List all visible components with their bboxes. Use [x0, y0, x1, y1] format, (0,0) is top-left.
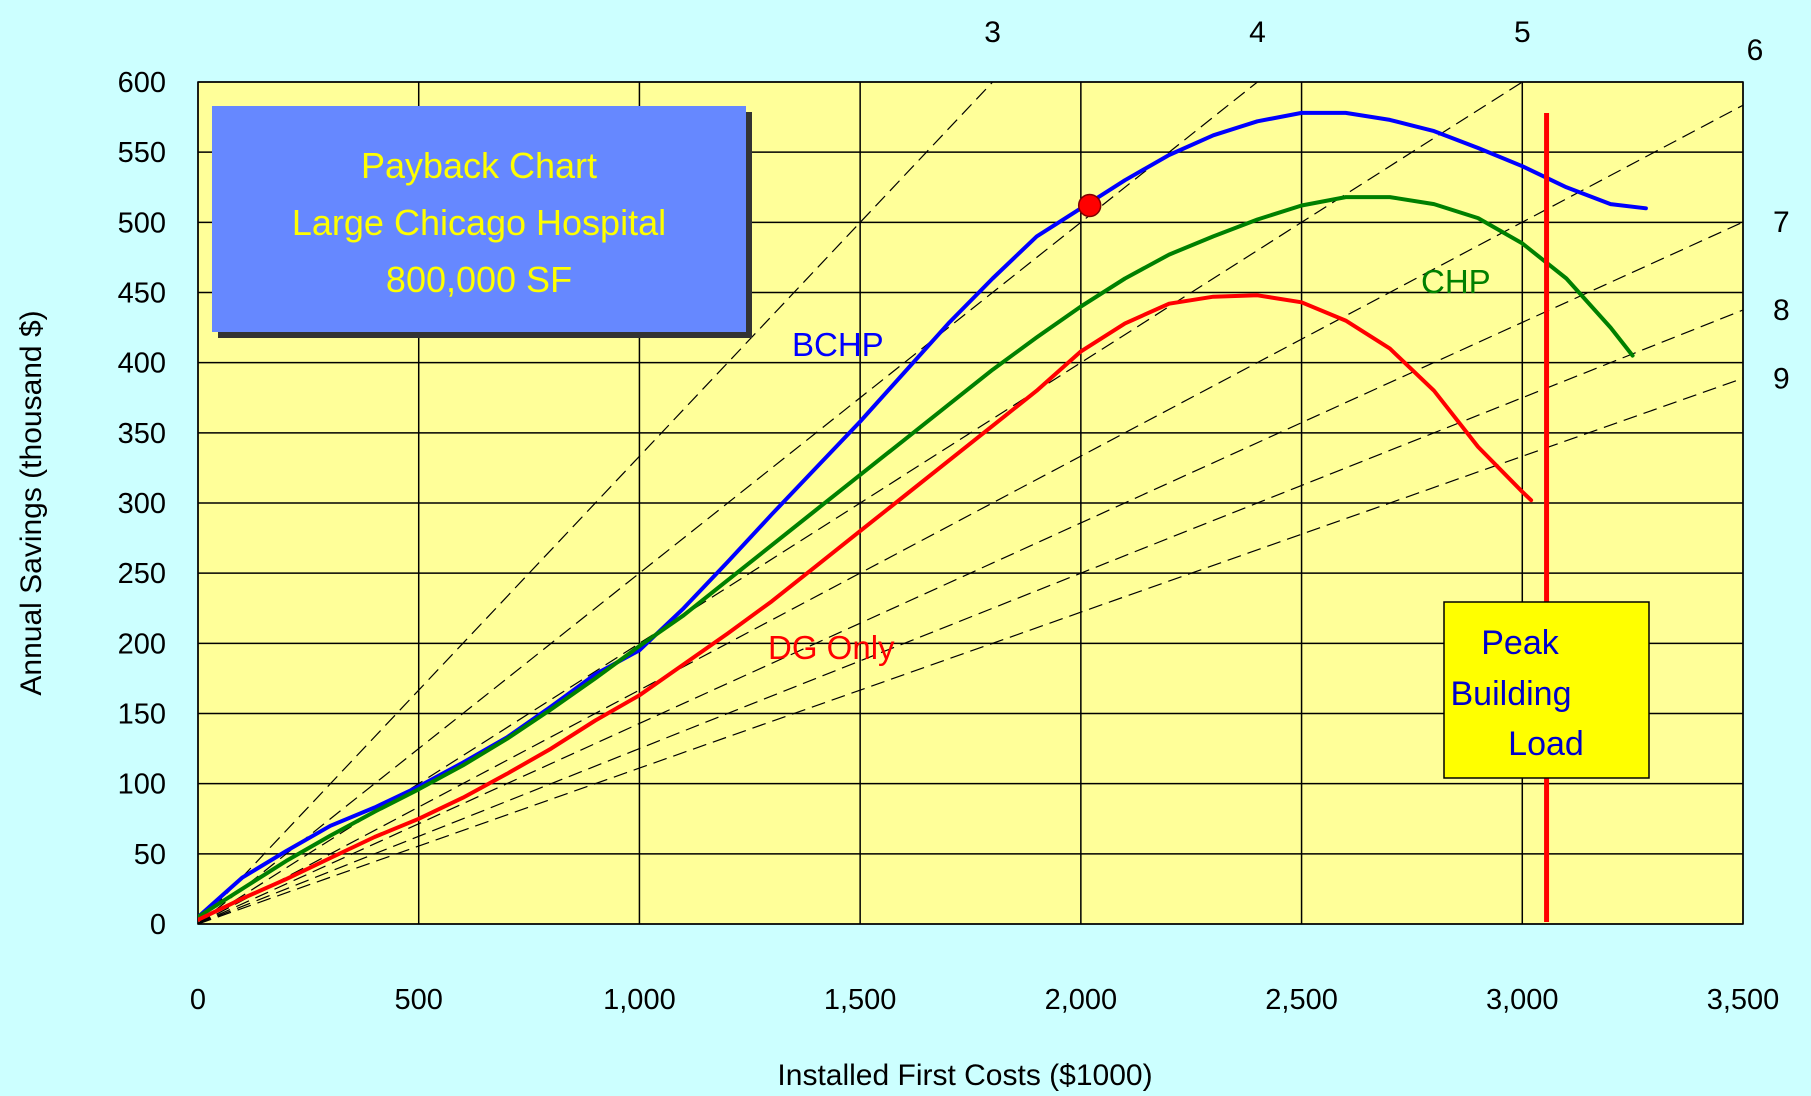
series-label-dg-only: DG Only: [768, 629, 895, 666]
y-tick-label: 250: [118, 558, 166, 590]
x-tick-label: 3,000: [1486, 984, 1559, 1016]
payback-line-9: [198, 377, 1743, 924]
peak-label-line-2: Building: [1451, 675, 1572, 713]
x-tick-label: 2,500: [1265, 984, 1338, 1016]
payback-line-6: [198, 104, 1743, 924]
series-line-chp: [198, 195, 1635, 919]
x-tick-label: 500: [395, 984, 443, 1016]
payback-line-4: [198, 82, 1258, 924]
x-axis-title: Installed First Costs ($1000): [777, 1059, 1152, 1092]
payback-line-5: [198, 82, 1523, 924]
y-tick-label: 50: [134, 839, 166, 871]
x-tick-label: 3,500: [1707, 984, 1780, 1016]
x-tick-label: 0: [190, 984, 206, 1016]
title-line-2: Large Chicago Hospital: [292, 202, 666, 243]
peak-label-line-3: Load: [1508, 725, 1584, 763]
y-tick-label: 100: [118, 769, 166, 801]
x-tick-label: 1,500: [824, 984, 897, 1016]
series-label-chp: CHP: [1421, 263, 1491, 300]
payback-label-9: 9: [1773, 362, 1790, 395]
y-tick-label: 300: [118, 488, 166, 520]
payback-lines: [198, 82, 1743, 924]
y-tick-label: 350: [118, 418, 166, 450]
series-line-dg-only: [198, 293, 1534, 922]
highlight-point: [1077, 193, 1102, 218]
y-tick-label: 400: [118, 348, 166, 380]
series-lines: [198, 110, 1648, 922]
payback-line-3: [198, 82, 994, 924]
x-tick-label: 1,000: [603, 984, 676, 1016]
peak-label-line-1: Peak: [1481, 624, 1559, 662]
payback-label-8: 8: [1773, 294, 1790, 327]
payback-label-6: 6: [1747, 34, 1764, 67]
payback-line-7: [198, 221, 1743, 924]
series-label-bchp: BCHP: [792, 326, 884, 363]
peak-building-load-box: Peak Building Load: [1443, 601, 1650, 779]
tick-labels: 0 500 1,000 1,500 2,000 2,500 3,000 3,500 0 50 100…: [118, 67, 1780, 1016]
series-line-bchp: [198, 110, 1648, 919]
payback-line-8: [198, 309, 1743, 924]
x-tick-label: 2,000: [1045, 984, 1118, 1016]
payback-label-7: 7: [1773, 206, 1790, 239]
plot-border: [197, 81, 1744, 925]
payback-label-5: 5: [1514, 16, 1531, 49]
highlight-marker: [1077, 193, 1102, 218]
y-tick-label: 150: [118, 699, 166, 731]
title-line-3: 800,000 SF: [386, 259, 572, 300]
title-line-1: Payback Chart: [361, 145, 597, 186]
y-tick-label: 200: [118, 628, 166, 660]
title-box: Payback Chart Large Chicago Hospital 800…: [212, 106, 752, 338]
y-axis-title: Annual Savings (thousand $): [15, 310, 48, 695]
y-tick-label: 0: [150, 909, 166, 941]
y-tick-label: 600: [118, 67, 166, 99]
payback-label-3: 3: [984, 16, 1001, 49]
y-tick-label: 550: [118, 137, 166, 169]
payback-label-4: 4: [1249, 16, 1266, 49]
y-tick-label: 450: [118, 278, 166, 310]
payback-labels: 3 4 5 6 7 8 9: [984, 16, 1789, 395]
y-tick-label: 500: [118, 207, 166, 239]
